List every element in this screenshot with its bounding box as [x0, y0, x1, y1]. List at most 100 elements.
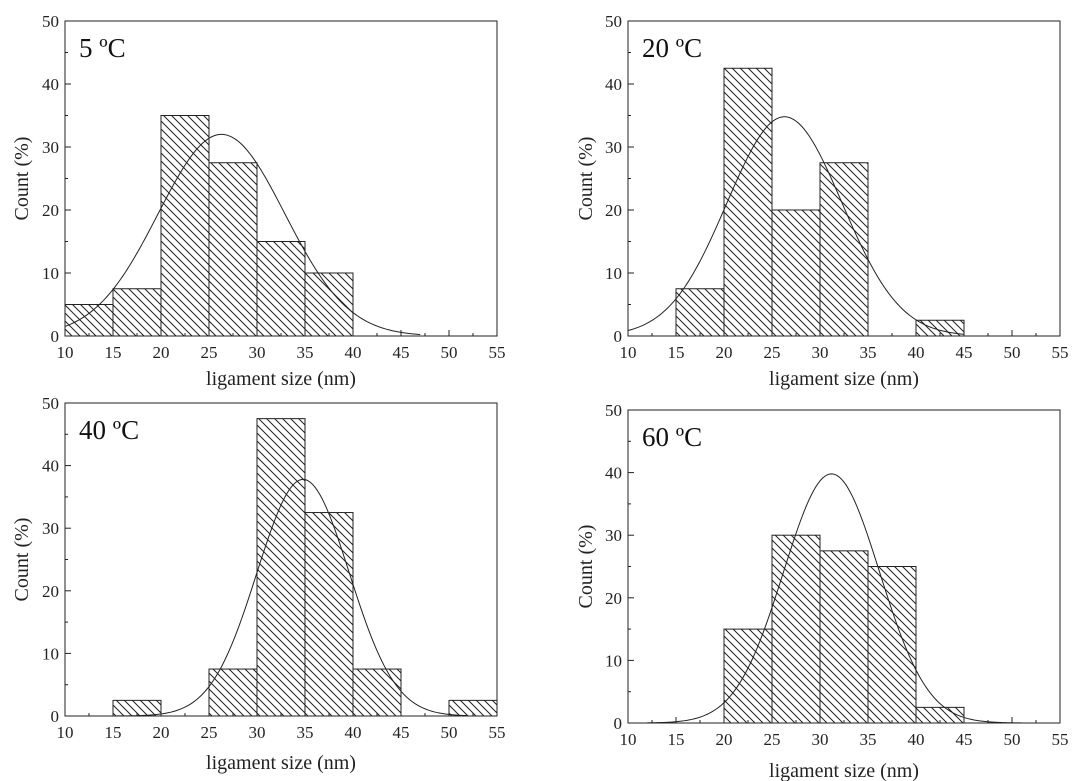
x-tick-label: 40: [908, 730, 925, 749]
histogram-bar: [304, 272, 354, 337]
x-tick-label: 55: [489, 343, 506, 362]
y-axis-title: Count (%): [11, 137, 33, 221]
panel-1: 10 15 20 25 30 35 40 45 50 5501020304050ligament …: [11, 12, 506, 390]
y-tick-label: 20: [42, 201, 59, 220]
histogram-bar: [867, 566, 917, 724]
x-tick-label: 35: [297, 723, 314, 742]
x-tick-label: 50: [1004, 343, 1021, 362]
y-tick-label: 10: [42, 644, 59, 663]
y-tick-label: 50: [605, 12, 622, 31]
x-tick-label: 45: [956, 730, 973, 749]
x-tick-label: 40: [345, 343, 362, 362]
x-tick-label: 35: [297, 343, 314, 362]
x-tick-label: 40: [345, 723, 362, 742]
y-tick-label: 50: [42, 394, 59, 413]
y-tick-label: 30: [605, 138, 622, 157]
panel-2: 10 15 20 25 30 35 40 45 50 5501020304050ligament …: [575, 12, 1069, 390]
y-tick-label: 10: [42, 264, 59, 283]
x-tick-label: 30: [249, 343, 266, 362]
gaussian-fit-curve: [64, 133, 421, 336]
x-tick-label: 25: [764, 730, 781, 749]
y-tick-label: 0: [51, 707, 60, 726]
x-tick-label: 30: [249, 723, 266, 742]
y-tick-label: 30: [605, 526, 622, 545]
y-tick-label: 10: [605, 651, 622, 670]
x-tick-label: 55: [1052, 343, 1069, 362]
gaussian-fit-curve: [112, 478, 469, 717]
y-tick-label: 10: [605, 264, 622, 283]
histogram-bar: [256, 418, 306, 717]
histogram-bar: [819, 162, 869, 337]
x-tick-label: 30: [812, 343, 829, 362]
x-tick-label: 35: [860, 343, 877, 362]
panel-temperature-label: 5 ºC: [79, 33, 126, 63]
y-tick-label: 30: [42, 138, 59, 157]
x-tick-label: 20: [153, 343, 170, 362]
x-tick-label: 15: [105, 343, 122, 362]
y-tick-label: 20: [605, 589, 622, 608]
histogram-bar: [304, 512, 354, 717]
histogram-bar: [256, 241, 306, 337]
x-tick-label: 45: [393, 723, 410, 742]
y-axis-title: Count (%): [575, 525, 597, 609]
y-axis-title: Count (%): [11, 518, 33, 602]
histogram-bar: [723, 67, 773, 337]
histogram-bar: [208, 668, 258, 717]
panel-temperature-label: 20 ºC: [642, 33, 702, 63]
y-tick-label: 20: [42, 582, 59, 601]
y-tick-label: 20: [605, 201, 622, 220]
panel-temperature-label: 40 ºC: [79, 415, 139, 445]
histogram-bar: [64, 304, 114, 337]
x-tick-label: 25: [764, 343, 781, 362]
x-axis-title: ligament size (nm): [206, 368, 356, 390]
histogram-bar: [160, 115, 210, 337]
x-tick-label: 10: [57, 723, 74, 742]
x-tick-label: 15: [668, 343, 685, 362]
gaussian-fit-curve: [627, 116, 965, 335]
x-tick-label: 55: [1052, 730, 1069, 749]
panel-temperature-label: 60 ºC: [642, 422, 702, 452]
histogram-bar: [112, 288, 162, 337]
x-tick-label: 10: [57, 343, 74, 362]
x-tick-label: 15: [668, 730, 685, 749]
histogram-bar: [819, 550, 869, 724]
y-axis-title: Count (%): [575, 137, 597, 221]
y-tick-label: 40: [605, 75, 622, 94]
x-tick-label: 25: [201, 723, 218, 742]
y-tick-label: 0: [614, 327, 623, 346]
x-tick-label: 35: [860, 730, 877, 749]
x-tick-label: 20: [153, 723, 170, 742]
y-tick-label: 50: [42, 12, 59, 31]
y-tick-label: 40: [42, 457, 59, 476]
y-tick-label: 50: [605, 401, 622, 420]
x-tick-label: 45: [956, 343, 973, 362]
x-tick-label: 10: [620, 343, 637, 362]
y-tick-label: 0: [51, 327, 60, 346]
panel-3: 10 15 20 25 30 35 40 45 50 5501020304050ligament …: [11, 394, 506, 774]
histogram-bar: [723, 628, 773, 724]
x-tick-label: 50: [441, 723, 458, 742]
x-axis-title: ligament size (nm): [769, 368, 919, 390]
x-tick-label: 20: [716, 343, 733, 362]
x-tick-label: 45: [393, 343, 410, 362]
histogram-bar: [771, 209, 821, 337]
y-tick-label: 0: [614, 714, 623, 733]
y-tick-label: 40: [42, 75, 59, 94]
y-tick-label: 40: [605, 464, 622, 483]
x-axis-title: ligament size (nm): [206, 752, 356, 774]
x-tick-label: 20: [716, 730, 733, 749]
x-tick-label: 50: [441, 343, 458, 362]
histogram-bar: [675, 288, 725, 337]
histogram-bar: [771, 534, 821, 724]
x-tick-label: 25: [201, 343, 218, 362]
x-tick-label: 30: [812, 730, 829, 749]
x-tick-label: 40: [908, 343, 925, 362]
x-tick-label: 15: [105, 723, 122, 742]
x-axis-title: ligament size (nm): [769, 760, 919, 781]
y-tick-label: 30: [42, 519, 59, 538]
gaussian-fit-curve: [647, 473, 1022, 724]
x-tick-label: 10: [620, 730, 637, 749]
x-tick-label: 50: [1004, 730, 1021, 749]
x-tick-label: 55: [489, 723, 506, 742]
